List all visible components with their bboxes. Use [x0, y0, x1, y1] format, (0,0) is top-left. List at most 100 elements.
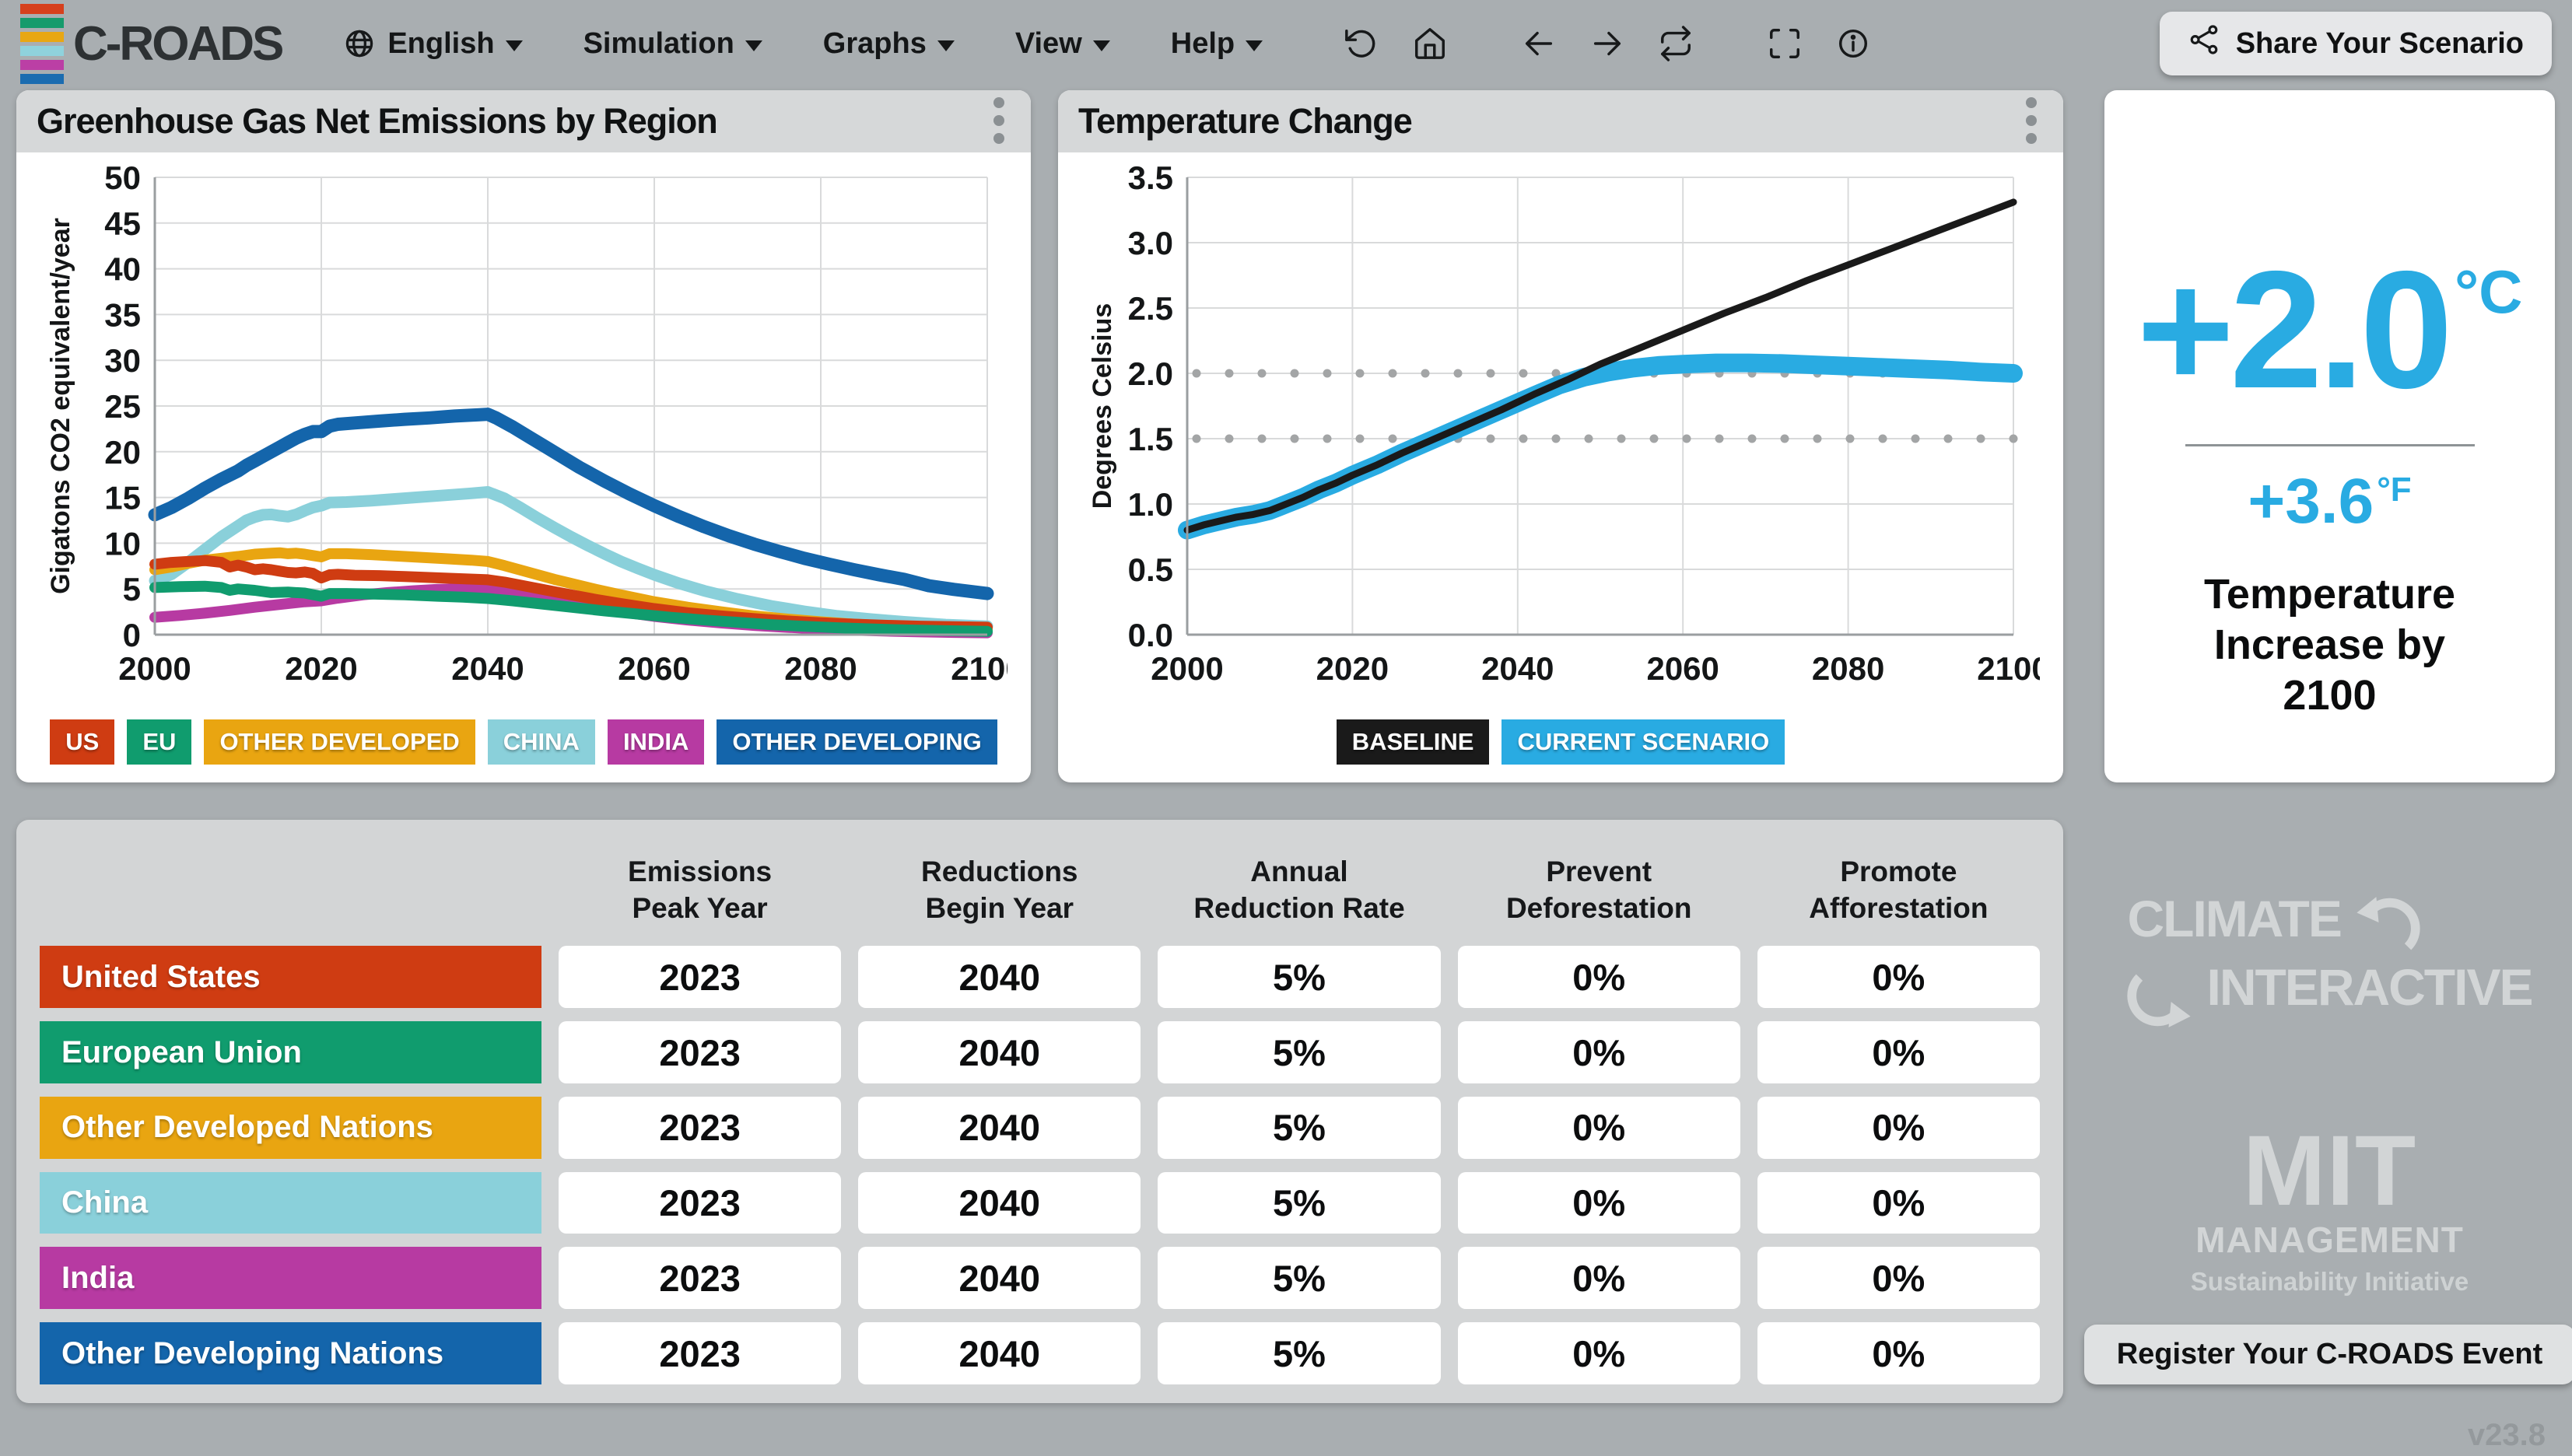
svg-text:2020: 2020 — [285, 650, 357, 687]
control-value-cell[interactable]: 0% — [1757, 1171, 2040, 1234]
control-value-cell[interactable]: 2023 — [559, 1322, 842, 1384]
control-value-cell[interactable]: 2023 — [559, 1247, 842, 1310]
menu-label: View — [1014, 26, 1082, 60]
home-button[interactable] — [1412, 26, 1448, 61]
menu-graphs[interactable]: Graphs — [823, 27, 955, 61]
croads-logo-bars-icon — [20, 3, 64, 84]
control-value-cell[interactable]: 5% — [1158, 1171, 1441, 1234]
svg-text:2.0: 2.0 — [1128, 355, 1173, 392]
emissions-chart-card: Greenhouse Gas Net Emissions by Region 2… — [16, 90, 1031, 782]
control-value-cell[interactable]: 2040 — [858, 1096, 1141, 1159]
svg-text:40: 40 — [104, 251, 141, 288]
fullscreen-icon — [1767, 26, 1803, 61]
control-value-cell[interactable]: 0% — [1757, 1247, 2040, 1310]
column-header: Reductions Begin Year — [921, 855, 1078, 925]
emissions-chart-title: Greenhouse Gas Net Emissions by Region — [37, 101, 718, 141]
undo-button[interactable] — [1344, 26, 1379, 61]
control-value-cell[interactable]: 2040 — [858, 1021, 1141, 1083]
scenario-controls-table: Emissions Peak Year Reductions Begin Year An… — [16, 820, 2063, 1403]
svg-text:50: 50 — [104, 159, 141, 196]
menu-english[interactable]: English — [342, 26, 523, 61]
svg-text:Degrees Celsius: Degrees Celsius — [1088, 303, 1117, 509]
svg-text:3.5: 3.5 — [1128, 159, 1173, 196]
control-value-cell[interactable]: 0% — [1457, 1171, 1740, 1234]
info-button[interactable] — [1835, 26, 1871, 61]
control-value-cell[interactable]: 0% — [1457, 1021, 1740, 1083]
climate-interactive-line2: INTERACTIVE — [2206, 958, 2533, 1016]
control-value-cell[interactable]: 0% — [1457, 1247, 1740, 1310]
menu-simulation[interactable]: Simulation — [583, 27, 762, 61]
control-value-cell[interactable]: 0% — [1457, 946, 1740, 1009]
control-value-cell[interactable]: 0% — [1457, 1322, 1740, 1384]
control-value-cell[interactable]: 2023 — [559, 1096, 842, 1159]
control-value-cell[interactable]: 2023 — [559, 1171, 842, 1234]
temperature-kebab-menu-icon[interactable] — [2020, 90, 2043, 153]
emissions-chart-plot: 2000 2020 2040 2060 2080 2100 0 5 10 15 20 25 30 35 40… — [16, 152, 1031, 707]
share-scenario-button[interactable]: Share Your Scenario — [2159, 12, 2552, 75]
top-nav: C-ROADS English Simulation Graphs View Help … — [0, 0, 2572, 87]
back-button[interactable] — [1521, 26, 1557, 61]
control-value-cell[interactable]: 0% — [1757, 1322, 2040, 1384]
column-header: Emissions Peak Year — [628, 855, 773, 925]
emissions-card-header: Greenhouse Gas Net Emissions by Region — [16, 90, 1031, 152]
chevron-down-icon — [505, 40, 523, 51]
control-value-cell[interactable]: 5% — [1158, 946, 1441, 1009]
refresh-button[interactable] — [1658, 26, 1694, 61]
control-value-cell[interactable]: 0% — [1757, 946, 2040, 1009]
mit-logo: MIT MANAGEMENT Sustainability Initiative — [2190, 1122, 2469, 1297]
legend-badge: EU — [127, 719, 192, 765]
svg-text:2100: 2100 — [1977, 650, 2040, 687]
mit-subtitle: MANAGEMENT — [2195, 1219, 2464, 1260]
menu-label: Graphs — [822, 26, 927, 60]
control-value-cell[interactable]: 5% — [1158, 1096, 1441, 1159]
control-value-cell[interactable]: 2023 — [559, 946, 842, 1009]
info-icon — [1835, 26, 1871, 61]
nav-menus: English Simulation Graphs View Help — [282, 26, 1263, 61]
svg-text:15: 15 — [104, 480, 141, 516]
temperature-chart-plot: 2000 2020 2040 2060 2080 2100 0.0 0.5 1.0 1.5 2.0 2… — [1058, 152, 2063, 707]
svg-text:2100: 2100 — [951, 650, 1007, 687]
caption-line: Temperature — [2203, 571, 2456, 618]
control-value-cell[interactable]: 0% — [1757, 1021, 2040, 1083]
control-value-cell[interactable]: 0% — [1757, 1096, 2040, 1159]
control-value-cell[interactable]: 0% — [1457, 1096, 1740, 1159]
menu-label: English — [387, 26, 495, 60]
control-value-cell[interactable]: 5% — [1158, 1247, 1441, 1310]
control-value-cell[interactable]: 2040 — [858, 1171, 1141, 1234]
caption-line: 2100 — [2283, 671, 2377, 719]
menu-help[interactable]: Help — [1171, 27, 1263, 61]
column-header: Promote Afforestation — [1809, 855, 1989, 925]
nav-icon-buttons — [1344, 26, 1871, 61]
register-event-button[interactable]: Register Your C-ROADS Event — [2083, 1325, 2572, 1384]
svg-text:2060: 2060 — [618, 650, 690, 687]
region-label: Other Developing Nations — [40, 1322, 541, 1384]
croads-logo: C-ROADS — [20, 3, 284, 84]
svg-text:0.5: 0.5 — [1128, 551, 1173, 588]
fullscreen-button[interactable] — [1767, 26, 1803, 61]
region-label: India — [40, 1247, 541, 1310]
forward-icon — [1589, 26, 1625, 61]
control-value-cell[interactable]: 2040 — [858, 946, 1141, 1009]
legend-badge: OTHER DEVELOPED — [204, 719, 475, 765]
control-value-cell[interactable]: 5% — [1158, 1322, 1441, 1384]
mit-tagline: Sustainability Initiative — [2190, 1266, 2469, 1296]
emissions-kebab-menu-icon[interactable] — [987, 90, 1011, 153]
temperature-chart-title: Temperature Change — [1078, 101, 1413, 141]
svg-text:35: 35 — [104, 296, 141, 333]
svg-text:1.0: 1.0 — [1128, 486, 1173, 523]
table-corner — [40, 834, 541, 933]
forward-button[interactable] — [1589, 26, 1625, 61]
croads-logo-text: C-ROADS — [73, 16, 284, 71]
svg-text:10: 10 — [104, 525, 141, 562]
svg-text:2000: 2000 — [118, 650, 191, 687]
legend-badge: OTHER DEVELOPING — [717, 719, 997, 765]
control-value-cell[interactable]: 2040 — [858, 1322, 1141, 1384]
control-value-cell[interactable]: 5% — [1158, 1021, 1441, 1083]
control-value-cell[interactable]: 2023 — [559, 1021, 842, 1083]
menu-view[interactable]: View — [1015, 27, 1110, 61]
menu-label: Help — [1170, 26, 1235, 60]
control-value-cell[interactable]: 2040 — [858, 1247, 1141, 1310]
svg-text:Gigatons CO2 equivalent/year: Gigatons CO2 equivalent/year — [46, 218, 75, 594]
temperature-chart-card: Temperature Change 2000 2020 2040 2060 2080 2… — [1058, 90, 2063, 782]
legend-badge: CHINA — [487, 719, 595, 765]
